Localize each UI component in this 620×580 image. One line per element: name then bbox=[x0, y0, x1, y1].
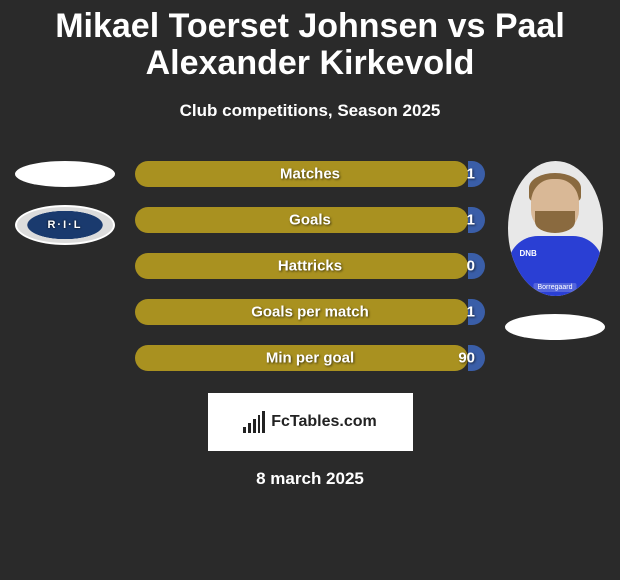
right-player-photo: DNB Borregaard bbox=[508, 161, 603, 296]
stat-bar: Goals per match 1 bbox=[135, 299, 485, 325]
left-team-badge-text: R·I·L bbox=[47, 219, 82, 231]
comparison-bars: Matches 1 Goals 1 Hattricks 0 Goals per match 1… bbox=[135, 161, 485, 371]
stat-bar-label: Hattricks bbox=[278, 257, 342, 274]
stat-bar-label: Goals bbox=[289, 211, 331, 228]
stat-bar-right-value: 90 bbox=[458, 349, 475, 366]
page-title: Mikael Toerset Johnsen vs Paal Alexander… bbox=[0, 0, 620, 83]
jersey-sponsor-bottom: Borregaard bbox=[533, 283, 576, 292]
jersey-sponsor-top: DNB bbox=[520, 249, 537, 258]
bar-chart-icon bbox=[243, 411, 265, 433]
fctables-logo-box: FcTables.com bbox=[208, 393, 413, 451]
stat-bar-right-value: 1 bbox=[467, 211, 475, 228]
stat-bar: Matches 1 bbox=[135, 161, 485, 187]
stat-bar-label: Goals per match bbox=[251, 303, 369, 320]
left-player-placeholder bbox=[15, 161, 115, 187]
stat-bar: Goals 1 bbox=[135, 207, 485, 233]
stat-bar: Hattricks 0 bbox=[135, 253, 485, 279]
stat-bar-label: Matches bbox=[280, 165, 340, 182]
left-team-badge: R·I·L bbox=[15, 205, 115, 245]
date-label: 8 march 2025 bbox=[0, 469, 620, 489]
comparison-content: R·I·L DNB Borregaard Matches 1 Goals 1 Hattr… bbox=[0, 161, 620, 371]
stat-bar-right-value: 1 bbox=[467, 165, 475, 182]
player-beard bbox=[535, 211, 575, 233]
stat-bar-label: Min per goal bbox=[266, 349, 354, 366]
right-player-column: DNB Borregaard bbox=[500, 161, 610, 340]
right-team-placeholder bbox=[505, 314, 605, 340]
stat-bar: Min per goal 90 bbox=[135, 345, 485, 371]
subtitle: Club competitions, Season 2025 bbox=[0, 101, 620, 121]
stat-bar-right-value: 0 bbox=[467, 257, 475, 274]
left-player-column: R·I·L bbox=[10, 161, 120, 245]
fctables-logo-text: FcTables.com bbox=[271, 413, 377, 431]
stat-bar-right-value: 1 bbox=[467, 303, 475, 320]
